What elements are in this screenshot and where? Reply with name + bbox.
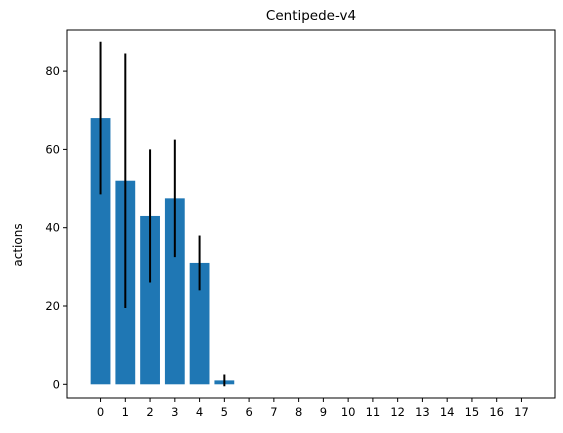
x-tick-label: 14 [440, 405, 455, 419]
y-tick-label: 40 [45, 221, 60, 235]
x-tick-label: 12 [390, 405, 405, 419]
y-tick-label: 0 [53, 377, 60, 391]
bar-4 [189, 262, 210, 385]
x-tick-label: 8 [295, 405, 302, 419]
y-tick-label: 60 [45, 142, 60, 156]
x-tick-label: 17 [514, 405, 529, 419]
plot-area-frame [66, 29, 556, 399]
x-tick-label: 1 [122, 405, 129, 419]
y-axis-label: actions [11, 223, 25, 266]
y-axis: 0 20 40 60 80 [45, 64, 67, 391]
x-tick-label: 4 [196, 405, 203, 419]
bar-3 [164, 198, 185, 385]
y-tick-label: 20 [45, 299, 60, 313]
bar-2 [140, 215, 160, 385]
x-tick-label: 2 [146, 405, 153, 419]
x-tick-label: 10 [341, 405, 356, 419]
x-tick-label: 15 [465, 405, 480, 419]
bar-0 [90, 118, 111, 385]
y-tick-label: 80 [45, 64, 60, 78]
x-tick-label: 13 [415, 405, 430, 419]
error-bars-group [99, 41, 226, 387]
x-tick-label: 11 [366, 405, 381, 419]
x-tick-label: 5 [221, 405, 228, 419]
x-tick-label: 16 [489, 405, 504, 419]
chart-title: Centipede-v4 [266, 8, 356, 24]
x-tick-label: 6 [245, 405, 252, 419]
x-axis: 0 1 2 3 4 5 6 7 8 9 10 11 12 13 14 15 16 17 [97, 398, 529, 419]
x-tick-label: 3 [171, 405, 178, 419]
x-tick-label: 9 [320, 405, 327, 419]
x-tick-label: 7 [270, 405, 277, 419]
x-tick-label: 0 [97, 405, 104, 419]
bars-group [90, 118, 235, 385]
